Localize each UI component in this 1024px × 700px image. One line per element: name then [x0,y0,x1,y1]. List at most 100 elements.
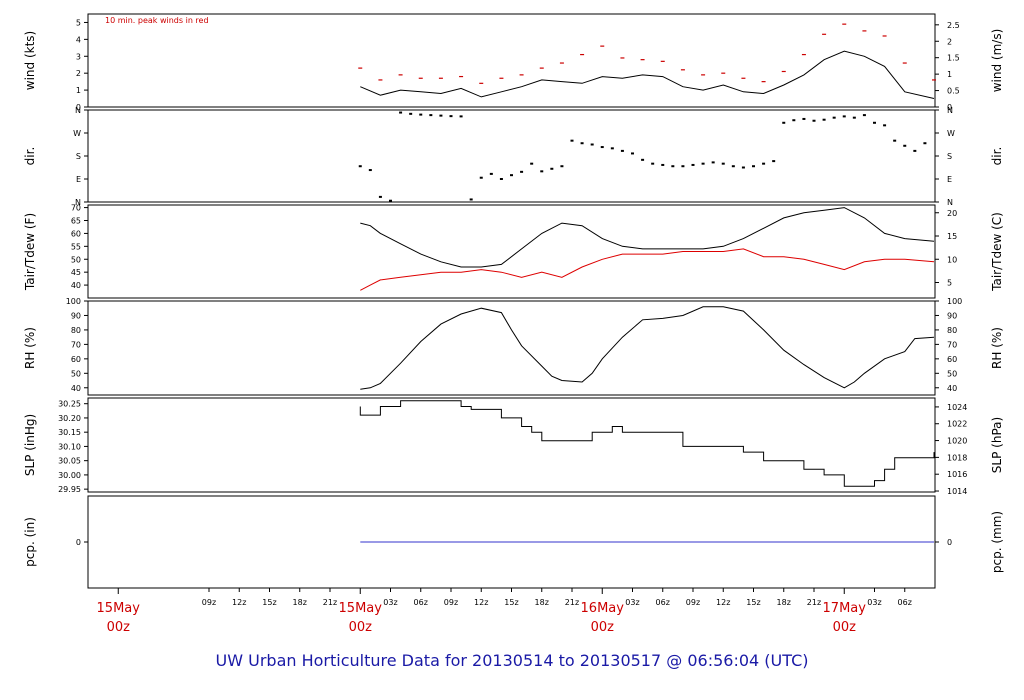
hour-tick-label: 12z [232,598,246,607]
dir-right-tick-label: E [947,175,952,184]
rh-right-tick-label: 60 [947,355,957,364]
dir-point [510,174,513,177]
dir-right-tick-label: S [947,152,952,161]
dir-point [641,158,645,161]
dir-point [620,149,624,152]
wind-right-tick-label: 1.5 [947,54,960,63]
dir-point [419,113,423,116]
dir-point [560,165,564,168]
dir-point [923,142,927,145]
day-tick-sublabel: 00z [107,620,131,635]
pcp-right-tick-label: 0 [947,538,952,547]
dir-point [852,116,856,119]
dir-point [651,162,655,165]
temp-right-tick-label: 15 [947,232,957,241]
hour-tick-label: 12z [474,598,488,607]
dir-point [449,115,453,118]
hour-tick-label: 03z [867,598,881,607]
slp-frame [87,397,936,493]
dir-point [469,198,473,201]
temp-left-tick-label: 40 [71,281,81,290]
wind-left-tick-label: 2 [76,69,81,78]
temp-right-tick-label: 5 [947,279,952,288]
slp-right-tick-label: 1024 [947,403,967,412]
dir-left-tick-label: W [73,129,81,138]
dir-point [762,162,766,165]
dir-point [459,115,463,118]
dir-point [802,117,806,120]
rh-left-tick-label: 40 [71,384,81,393]
slp-right-tick-label: 1016 [947,470,967,479]
dir-point [358,165,362,168]
slp-series-line [359,400,935,487]
hour-tick-label: 21z [323,598,337,607]
temp-left-tick-label: 70 [71,204,81,213]
hour-tick-label: 18z [293,598,307,607]
rh-series-line [360,306,935,390]
dir-point [550,167,554,170]
slp-ylabel-left: SLP (inHg) [23,414,37,476]
rh-left-tick-label: 70 [71,340,81,349]
dir-point [409,112,413,115]
wind-right-tick-label: 1 [947,70,952,79]
rh-right-tick-label: 80 [947,326,957,335]
wind-series-line [360,50,935,99]
hour-tick-label: 15z [504,598,518,607]
dir-point [671,165,675,168]
dir-point [741,166,745,169]
rh-right-tick-label: 50 [947,369,957,378]
pcp-ylabel-right: pcp. (mm) [990,511,1004,573]
hour-tick-label: 18z [535,598,549,607]
slp-left-tick-label: 30.05 [58,457,81,466]
day-tick-label: 15May [339,601,383,616]
slp-left-tick-label: 30.20 [58,414,81,423]
slp-panel: 29.95 30.00 30.05 30.10 30.15 30.20 30.25 1014 1… [23,397,1004,496]
dir-point [782,121,786,124]
rh-left-tick-label: 50 [71,369,81,378]
hour-tick-label: 06z [656,598,670,607]
dir-point [399,111,403,114]
dir-frame [87,109,936,203]
temp-ylabel-left: Tair/Tdew (F) [23,213,37,291]
hour-tick-label: 03z [625,598,639,607]
dir-point [590,143,594,146]
wind-left-tick-label: 4 [76,35,81,44]
dir-point [721,162,725,165]
dir-point [520,170,524,173]
dir-point [842,115,846,118]
time-axis: 09z 12z 15z 18z 21z 03z 06z 09z 12z 15z 18z 21z 03z 0… [97,588,912,635]
dir-point [903,144,907,147]
wind-panel: 0 1 2 3 4 5 0 0.5 1 1.5 2 2.5 wind (kts) wind (m/s) 10… [23,13,1004,112]
rh-right-tick-label: 90 [947,311,957,320]
dir-point [661,163,665,166]
wind-left-tick-label: 0 [76,103,81,112]
hour-tick-label: 15z [262,598,276,607]
rh-right-tick-label: 40 [947,384,957,393]
slp-right-tick-label: 1022 [947,420,967,429]
hour-tick-label: 06z [898,598,912,607]
day-tick-sublabel: 00z [349,620,373,635]
dir-point [711,161,715,164]
dir-point [540,170,544,173]
wind-annotation: 10 min. peak winds in red [105,16,209,25]
wind-frame [87,13,936,108]
hour-tick-label: 09z [444,598,458,607]
dir-right-tick-label: N [947,198,953,207]
temp-left-tick-label: 60 [71,229,81,238]
wind-ylabel-right: wind (m/s) [990,29,1004,93]
hour-tick-label: 06z [414,598,428,607]
dir-right-tick-label: W [947,129,955,138]
wind-right-tick-label: 0 [947,103,952,112]
temp-left-tick-label: 45 [71,268,81,277]
hour-tick-label: 09z [202,598,216,607]
hour-tick-label: 21z [807,598,821,607]
dir-point [368,169,372,172]
dir-point [812,119,816,122]
temp-ylabel-right: Tair/Tdew (C) [990,212,1004,292]
slp-left-tick-label: 29.95 [58,485,81,494]
day-tick-label: 16May [581,601,625,616]
dir-point [792,119,796,122]
hour-tick-label: 21z [565,598,579,607]
slp-left-tick-label: 30.15 [58,428,81,437]
